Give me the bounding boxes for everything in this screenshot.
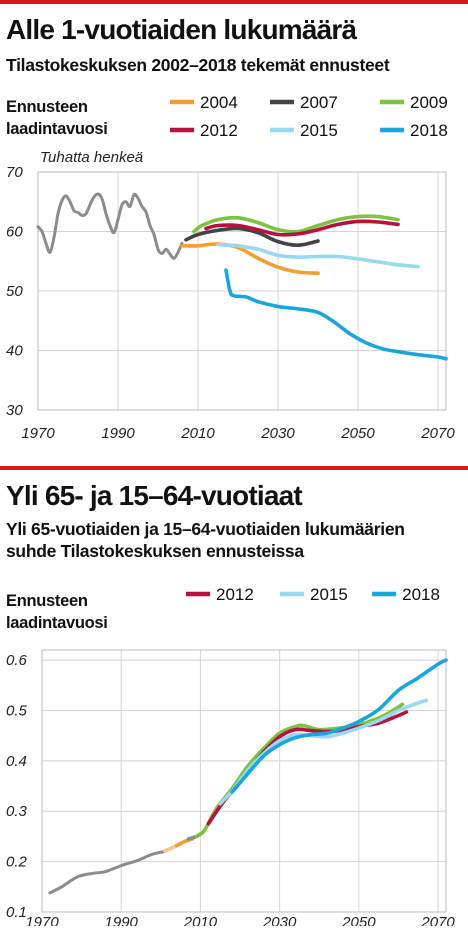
legend-label-2004: 2004: [200, 93, 238, 112]
x-tick-label: 2010: [180, 425, 215, 442]
y-tick-label: 0.4: [6, 753, 27, 770]
dependency-chart: 20022004200720092012201520180.10.20.30.4…: [6, 585, 455, 926]
series-line-2007: [184, 226, 320, 248]
series-line-2015: [218, 698, 428, 806]
y-tick-label: 0.5: [6, 702, 28, 719]
x-tick-label: 2070: [420, 914, 455, 926]
x-tick-label: 2070: [420, 425, 455, 442]
series-line-history: [48, 850, 167, 895]
series-line-2018: [224, 268, 448, 361]
x-tick-label: 2050: [341, 914, 376, 926]
chart-title: Yli 65- ja 15–64-vuotiaat: [6, 480, 303, 511]
legend-label-2015: 2015: [310, 585, 348, 604]
births-chart: 2004 2007 2009 2012 2015 2018 30 40 50 60 70 1970 19…: [6, 93, 455, 442]
legend-label-2009: 2009: [410, 93, 448, 112]
x-tick-label: 2030: [262, 914, 297, 926]
legend-label-2007: 2007: [300, 93, 338, 112]
y-tick-label: 40: [6, 343, 23, 360]
chart-subtitle: Tilastokeskuksen 2002–2018 tekemät ennus…: [6, 55, 390, 75]
series-line-2009: [192, 214, 400, 234]
y-tick-label: 50: [6, 283, 23, 300]
x-tick-label: 1990: [101, 425, 135, 442]
red-rule: [0, 0, 468, 4]
x-tick-label: 2050: [340, 425, 375, 442]
y-tick-label: 0.1: [6, 904, 27, 921]
legend-label-2012: 2012: [216, 585, 254, 604]
y-tick-label: 60: [6, 224, 23, 241]
y-tick-label: 0.2: [6, 854, 28, 871]
unit-label: Tuhatta henkeä: [40, 149, 143, 166]
legend-title: Ennusteen laadintavuosi: [6, 592, 108, 632]
series-line-2015: [216, 242, 420, 269]
y-tick-label: 0.6: [6, 652, 28, 669]
chart-panel-dependency: Yli 65- ja 15–64-vuotiaat Yli 65-vuotiai…: [0, 466, 468, 930]
y-tick-label: 30: [6, 402, 23, 419]
y-tick-label: 0.3: [6, 803, 28, 820]
series-line-history: [36, 192, 184, 260]
chart-panel-births: Alle 1-vuotiaiden lukumäärä Tilastokesku…: [0, 0, 468, 450]
x-tick-label: 1990: [105, 914, 139, 926]
x-tick-label: 1970: [25, 914, 59, 926]
legend-label-2015: 2015: [300, 121, 338, 140]
legend-label-2018: 2018: [410, 121, 448, 140]
y-tick-label: 70: [6, 164, 23, 181]
chart-subtitle-line-2: suhde Tilastokeskuksen ennusteissa: [6, 541, 304, 561]
series-line-2012: [206, 710, 409, 826]
plot-frame: [41, 649, 447, 913]
legend-label-2012: 2012: [200, 121, 238, 140]
x-tick-label: 1970: [21, 425, 55, 442]
x-tick-label: 2030: [260, 425, 295, 442]
x-tick-label: 2010: [183, 914, 218, 926]
series-line-2018: [230, 658, 448, 794]
series-line-2004: [180, 242, 320, 275]
plot-frame: [37, 171, 447, 411]
legend-title: Ennusteen laadintavuosi: [6, 98, 108, 138]
series-line-2012: [204, 219, 400, 237]
red-rule: [0, 466, 468, 470]
legend-label-2018: 2018: [402, 585, 440, 604]
chart-title: Alle 1-vuotiaiden lukumäärä: [6, 14, 357, 45]
chart-subtitle-line-1: Yli 65-vuotiaiden ja 15–64-vuotiaiden lu…: [6, 519, 405, 539]
